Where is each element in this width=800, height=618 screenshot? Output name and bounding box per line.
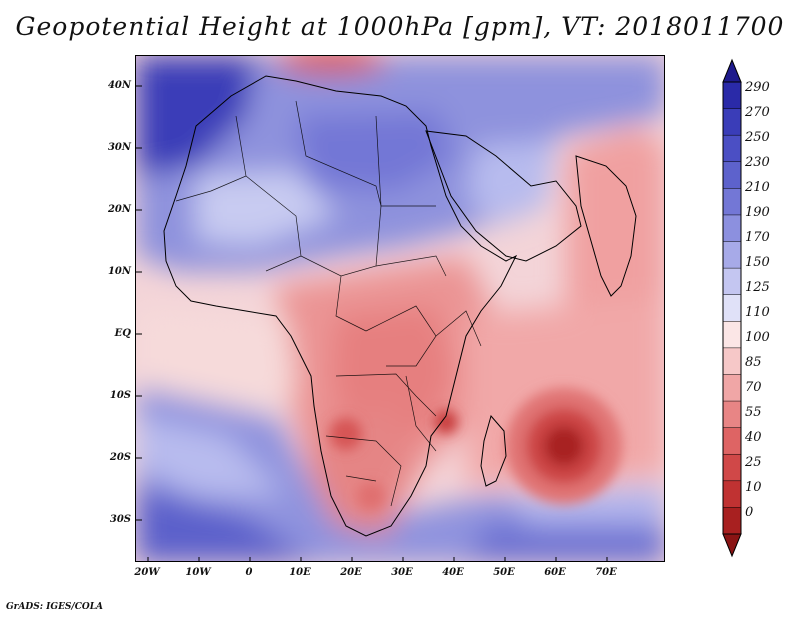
colorbar-segment	[723, 161, 741, 189]
map-title: Geopotential Height at 1000hPa [gpm], VT…	[15, 12, 785, 41]
colorbar-segment	[723, 480, 741, 508]
colorbar-segment	[723, 82, 741, 110]
colorbar-label-170: 170	[745, 230, 770, 245]
colorbar-label-150: 150	[745, 255, 770, 270]
colorbar-segment	[723, 427, 741, 455]
lon-label-10w: 10W	[185, 567, 211, 578]
lon-label-0: 0	[245, 567, 253, 578]
colorbar-segment	[723, 401, 741, 429]
colorbar-label-250: 250	[745, 130, 770, 145]
colorbar	[722, 58, 742, 558]
country-borders	[175, 100, 482, 507]
colorbar-segment	[723, 347, 741, 375]
colorbar-label-55: 55	[745, 405, 762, 420]
lat-label-30s: 30S	[109, 514, 131, 525]
colorbar-segment	[723, 321, 741, 349]
colorbar-label-85: 85	[745, 355, 762, 370]
colorbar-bottom-arrow	[722, 533, 742, 558]
lat-label-40n: 40N	[107, 80, 131, 91]
colorbar-top-arrow	[722, 58, 742, 83]
colorbar-label-110: 110	[745, 305, 770, 320]
map-plot-area	[135, 55, 665, 562]
colorbar-label-290: 290	[745, 80, 770, 95]
colorbar-segment	[723, 108, 741, 136]
colorbar-label-210: 210	[745, 180, 770, 195]
colorbar-segment	[723, 241, 741, 269]
low-pressure-centers	[330, 388, 622, 510]
colorbar-label-10: 10	[745, 480, 762, 495]
colorbar-label-100: 100	[745, 330, 770, 345]
lon-label-60e: 60E	[544, 567, 566, 578]
colorbar-label-70: 70	[745, 380, 762, 395]
lon-label-50e: 50E	[493, 567, 515, 578]
lat-label-20s: 20S	[109, 452, 131, 463]
grads-credit: GrADS: IGES/COLA	[6, 602, 104, 612]
lon-label-10e: 10E	[289, 567, 311, 578]
lat-label-30n: 30N	[107, 142, 131, 153]
colorbar-label-270: 270	[745, 105, 770, 120]
lat-label-eq: EQ	[114, 328, 131, 339]
colorbar-segment	[723, 294, 741, 322]
colorbar-label-25: 25	[745, 455, 762, 470]
lon-label-20w: 20W	[134, 567, 160, 578]
lat-label-10s: 10S	[109, 390, 131, 401]
colorbar-segment	[723, 454, 741, 482]
lon-label-40e: 40E	[442, 567, 464, 578]
colorbar-segment	[723, 507, 741, 535]
colorbar-label-125: 125	[745, 280, 770, 295]
lat-label-10n: 10N	[107, 266, 131, 277]
colorbar-segment	[723, 135, 741, 163]
axis-ticks	[136, 85, 608, 561]
colorbar-label-0: 0	[745, 505, 754, 520]
colorbar-label-40: 40	[745, 430, 762, 445]
colorbar-segment	[723, 268, 741, 296]
lon-label-70e: 70E	[595, 567, 617, 578]
coastlines	[163, 75, 637, 537]
colorbar-label-230: 230	[745, 155, 770, 170]
lon-label-20e: 20E	[340, 567, 362, 578]
colorbar-segment	[723, 374, 741, 402]
colorbar-segment	[723, 188, 741, 216]
lon-label-30e: 30E	[391, 567, 413, 578]
colorbar-label-190: 190	[745, 205, 770, 220]
colorbar-segment	[723, 214, 741, 243]
lat-label-20n: 20N	[107, 204, 131, 215]
